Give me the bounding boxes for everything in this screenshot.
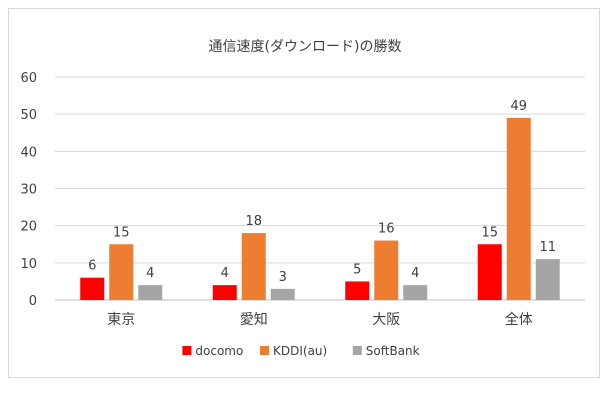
bar-SoftBank-大阪 [403,285,428,300]
y-tick-label: 50 [20,108,37,123]
data-label: 16 [378,222,395,237]
legend: docomo KDDI(au) SoftBank [182,344,420,358]
data-label: 4 [411,266,419,281]
gridlines [55,76,585,301]
y-tick-label: 20 [20,220,37,235]
bar-KDDI(au)-愛知 [241,233,266,300]
bar-KDDI(au)-東京 [109,244,134,300]
y-tick-label: 40 [20,145,37,160]
bar-docomo-大阪 [345,281,370,300]
legend-label: docomo [195,344,243,358]
data-label: 4 [146,266,154,281]
legend-label: SoftBank [366,344,420,358]
chart-frame: 通信速度(ダウンロード)の勝数 0 10 20 30 40 50 60 6 15 4 4 18 3 5 1… [8,8,600,378]
bar-chart: 通信速度(ダウンロード)の勝数 0 10 20 30 40 50 60 6 15 4 4 18 3 5 1… [20,39,585,358]
bar-docomo-愛知 [212,285,237,300]
chart-title: 通信速度(ダウンロード)の勝数 [209,39,402,55]
x-tick-label: 全体 [505,311,533,328]
legend-swatch [352,346,362,355]
bar-docomo-全体 [477,244,502,300]
y-tick-label: 0 [29,294,37,309]
bars [80,117,560,300]
data-label: 6 [88,259,96,274]
bar-KDDI(au)-全体 [506,117,531,300]
data-label: 15 [113,225,130,240]
legend-swatch [260,346,269,355]
bar-SoftBank-愛知 [270,288,295,300]
bar-docomo-東京 [80,277,105,300]
y-tick-label: 10 [20,257,37,272]
legend-item-SoftBank: SoftBank [352,344,420,358]
data-label: 5 [353,262,361,277]
y-axis: 0 10 20 30 40 50 60 [20,71,37,309]
x-tick-label: 愛知 [240,311,268,328]
data-label: 15 [481,225,498,240]
data-label: 3 [279,270,287,285]
bar-KDDI(au)-大阪 [374,240,399,300]
data-label: 49 [510,99,527,114]
data-label: 4 [221,266,229,281]
x-axis: 東京 愛知 大阪 全体 [107,311,533,328]
data-label: 11 [539,240,556,255]
legend-item-KDDI(au): KDDI(au) [260,344,327,358]
x-tick-label: 東京 [107,312,135,328]
legend-swatch [182,346,192,355]
data-label: 18 [245,214,262,229]
y-tick-label: 30 [20,183,37,198]
data-labels: 6 15 4 4 18 3 5 16 4 15 49 11 [88,99,556,285]
y-tick-label: 60 [20,71,37,86]
bar-SoftBank-全体 [535,259,560,300]
x-tick-label: 大阪 [372,312,400,328]
legend-label: KDDI(au) [273,344,327,358]
legend-item-docomo: docomo [182,344,243,358]
bar-SoftBank-東京 [138,285,163,300]
